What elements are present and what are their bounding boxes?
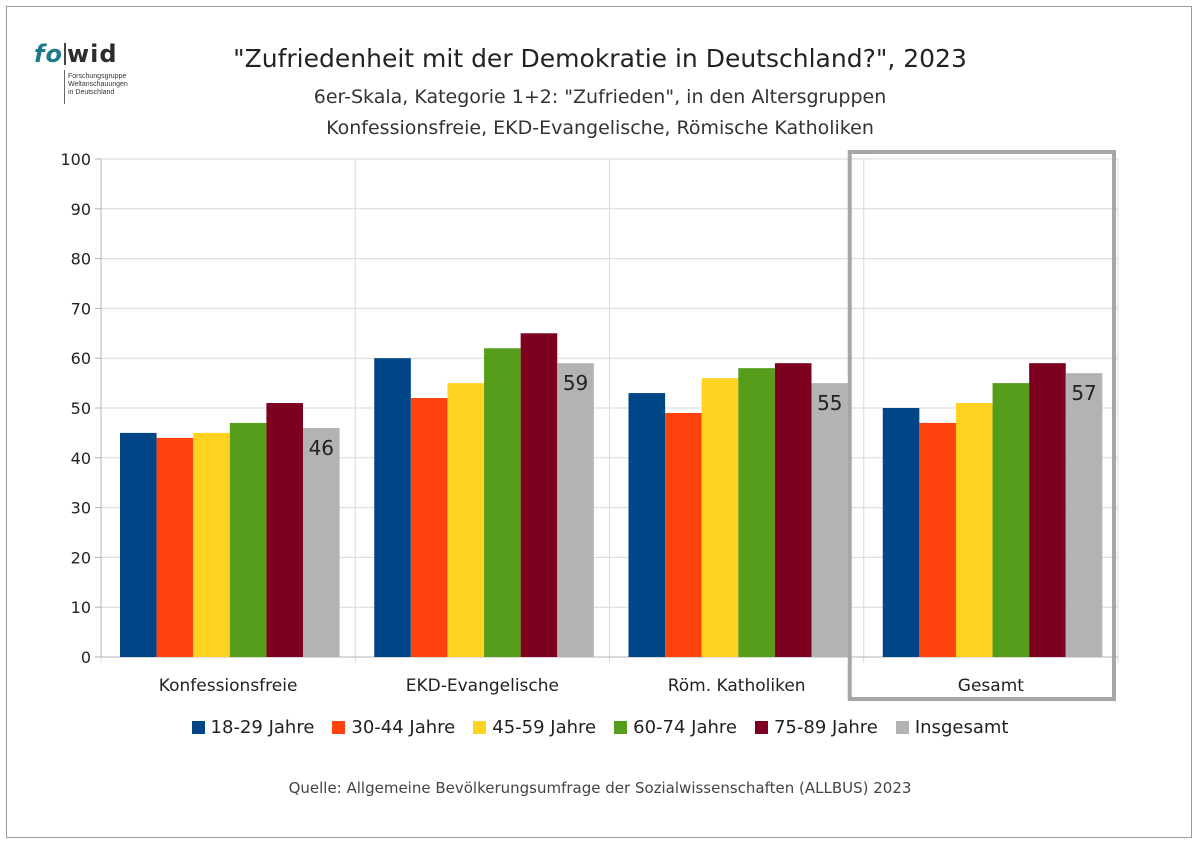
- bar: [992, 383, 1030, 657]
- bar: [520, 333, 558, 657]
- x-category-label: Konfessionsfreie: [159, 676, 298, 696]
- legend-label: 18-29 Jahre: [210, 717, 315, 738]
- legend-label: Insgesamt: [914, 717, 1009, 738]
- bar: [266, 403, 303, 657]
- bar: [156, 437, 194, 657]
- logo-tagline-line: Forschungsgruppe: [68, 73, 127, 80]
- bar: [738, 368, 775, 657]
- bar: [374, 358, 411, 657]
- bar: [484, 348, 521, 657]
- legend-item: Insgesamt: [895, 717, 1009, 738]
- source-note: Quelle: Allgemeine Bevölkerungsumfrage d…: [288, 779, 912, 797]
- bar: [229, 422, 267, 657]
- y-tick-label: 20: [71, 548, 91, 567]
- logo-wordmark: fo wid: [34, 40, 118, 68]
- legend-swatch: [614, 721, 628, 734]
- bar: [955, 403, 993, 657]
- x-category-label: EKD-Evangelische: [406, 676, 559, 696]
- y-tick-label: 90: [71, 200, 91, 219]
- bar: [774, 363, 812, 657]
- logo-tagline: Forschungsgruppe Weltanschauungen in Deu…: [68, 73, 128, 97]
- bar: [557, 363, 594, 657]
- bar: [919, 422, 956, 657]
- y-tick-label: 10: [71, 598, 91, 617]
- x-category-label: Gesamt: [958, 676, 1024, 696]
- chart-subtitle-line1: 6er-Skala, Kategorie 1+2: "Zufrieden", i…: [313, 86, 887, 108]
- legend-swatch: [332, 721, 346, 734]
- legend-label: 60-74 Jahre: [633, 717, 737, 738]
- legend-item: 75-89 Jahre: [754, 717, 878, 738]
- bar: [1065, 373, 1103, 657]
- y-tick-label: 100: [60, 150, 91, 169]
- y-tick-label: 40: [71, 449, 91, 468]
- legend-swatch: [191, 721, 205, 734]
- bar: [882, 408, 920, 657]
- legend-item: 45-59 Jahre: [473, 717, 596, 738]
- data-label: 59: [563, 371, 588, 395]
- logo-brand-left: fo: [34, 40, 63, 68]
- chart-subtitle-line2: Konfessionsfreie, EKD-Evangelische, Römi…: [326, 117, 874, 139]
- y-tick-label: 80: [71, 250, 91, 269]
- y-tick-label: 0: [81, 648, 91, 667]
- bar: [811, 383, 849, 657]
- fowid-logo: fo wid Forschungsgruppe Weltanschauungen …: [34, 40, 174, 110]
- logo-brand-right: wid: [66, 40, 118, 68]
- legend-swatch: [754, 721, 768, 734]
- bar: [303, 427, 340, 657]
- legend-item: 60-74 Jahre: [614, 717, 737, 738]
- legend-swatch: [473, 721, 487, 734]
- x-category-label: Röm. Katholiken: [668, 676, 806, 696]
- bar: [1029, 363, 1066, 657]
- logo-tagline-line: in Deutschland: [68, 89, 115, 96]
- data-label: 46: [309, 436, 334, 460]
- bar: [665, 412, 702, 657]
- legend-label: 75-89 Jahre: [773, 717, 878, 738]
- chart-legend: 18-29 Jahre 30-44 Jahre 45-59 Jahre 60-74 J…: [0, 717, 1200, 738]
- bar: [120, 432, 157, 657]
- y-tick-label: 60: [71, 349, 91, 368]
- y-tick-label: 30: [71, 499, 91, 518]
- highlight-box: [847, 150, 1116, 701]
- legend-label: 30-44 Jahre: [351, 717, 456, 738]
- y-tick-label: 50: [71, 399, 91, 418]
- logo-tagline-line: Weltanschauungen: [68, 81, 128, 88]
- y-tick-label: 70: [71, 299, 91, 318]
- legend-swatch: [895, 721, 909, 734]
- legend-label: 45-59 Jahre: [492, 717, 597, 738]
- bar: [701, 378, 739, 657]
- chart-title: "Zufriedenheit mit der Demokratie in Deu…: [233, 44, 967, 73]
- bar: [193, 432, 230, 657]
- bar: [447, 383, 485, 657]
- legend-item: 18-29 Jahre: [191, 717, 315, 738]
- data-label: 55: [817, 391, 842, 415]
- bar: [410, 398, 448, 657]
- logo-divider: [64, 70, 65, 104]
- logo-separator: [63, 43, 66, 65]
- data-label: 57: [1071, 381, 1096, 405]
- legend-item: 30-44 Jahre: [332, 717, 455, 738]
- bar: [628, 393, 666, 657]
